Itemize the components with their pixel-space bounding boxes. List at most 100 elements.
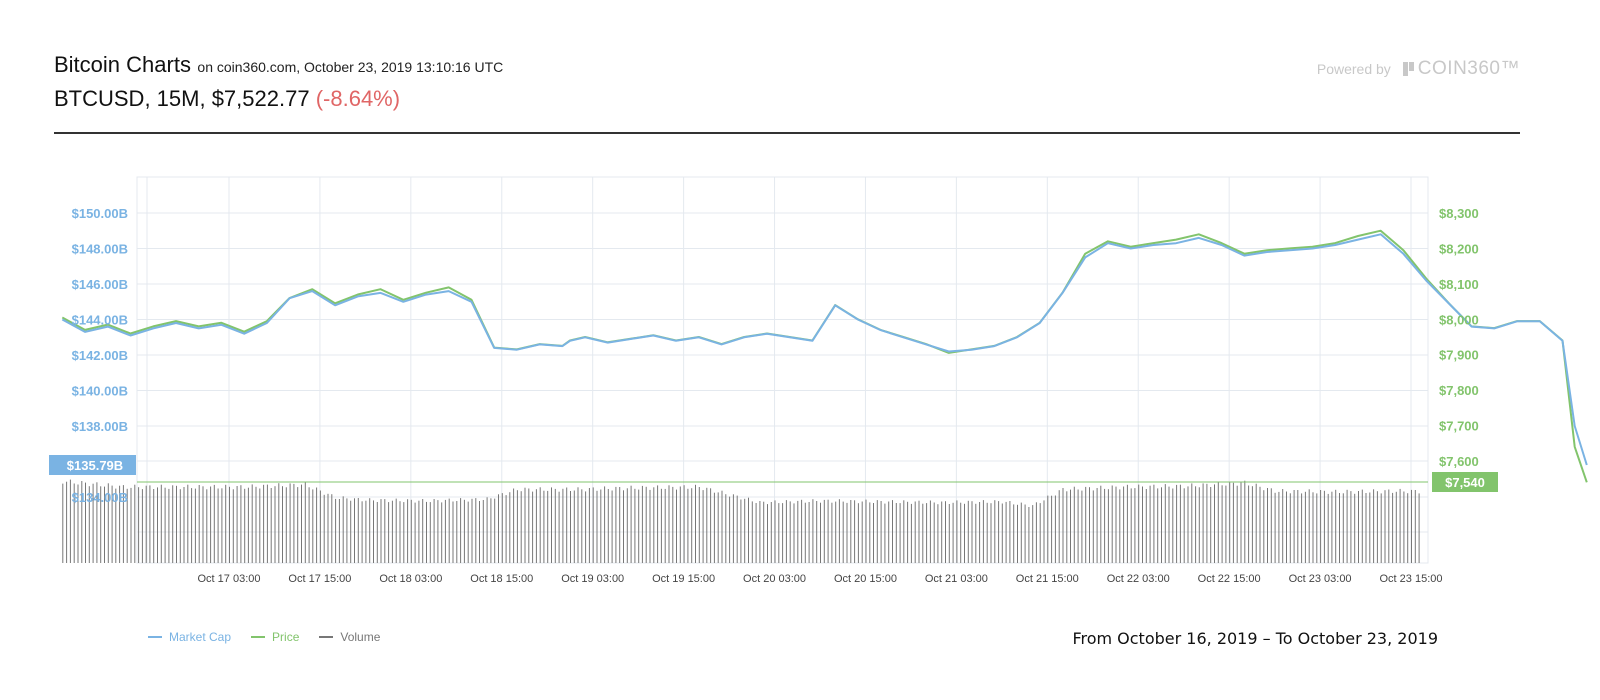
volume-bar — [149, 485, 151, 563]
volume-bar — [804, 502, 806, 563]
volume-bar — [759, 501, 761, 563]
volume-bar — [354, 498, 355, 563]
volume-bar — [952, 502, 954, 563]
left-axis-tick-label: $146.00B — [72, 277, 128, 292]
volume-bar — [240, 485, 242, 563]
volume-bar — [316, 487, 318, 563]
volume-bar — [395, 498, 397, 563]
volume-bar — [1206, 483, 1208, 563]
volume-bar — [770, 502, 772, 563]
legend-item-market-cap[interactable]: Market Cap — [148, 630, 231, 644]
volume-bar — [831, 502, 833, 563]
volume-bar — [1316, 493, 1318, 563]
legend-label-market-cap: Market Cap — [169, 630, 232, 644]
left-axis-tick-label: $150.00B — [72, 206, 128, 221]
volume-bar — [1085, 486, 1087, 563]
volume-bar — [1062, 488, 1064, 563]
volume-bar — [857, 503, 859, 563]
powered-by[interactable]: Powered by COIN360™ — [1317, 58, 1520, 80]
current-market-cap-badge — [49, 455, 136, 475]
left-axis-tick-label: $142.00B — [72, 348, 128, 363]
volume-bar — [1187, 486, 1189, 563]
volume-bar — [1005, 501, 1007, 563]
x-tick-label: Oct 22 03:00 — [1107, 573, 1170, 585]
volume-bar — [505, 495, 507, 563]
volume-bar — [551, 487, 552, 563]
volume-bar — [1145, 489, 1147, 563]
volume-bar — [168, 488, 170, 563]
x-tick-label: Oct 20 15:00 — [834, 573, 897, 585]
volume-bar — [630, 485, 632, 563]
volume-bar — [1051, 495, 1053, 563]
volume-bar — [1411, 489, 1412, 563]
volume-bar — [971, 501, 973, 563]
volume-bar — [251, 484, 253, 563]
x-tick-label: Oct 17 03:00 — [198, 573, 261, 585]
volume-bar — [225, 484, 227, 563]
volume-bar — [1327, 493, 1329, 563]
current-price-badge — [1432, 472, 1498, 492]
brand-logo[interactable]: COIN360™ — [1402, 58, 1520, 80]
volume-bar — [827, 499, 829, 563]
volume-bar — [342, 496, 344, 563]
volume-bar — [1225, 485, 1227, 563]
volume-bar — [910, 503, 912, 563]
volume-bar — [1032, 505, 1034, 563]
volume-bar — [1020, 502, 1022, 563]
volume-bar — [945, 501, 946, 563]
volume-bar — [1267, 488, 1268, 563]
legend-item-volume[interactable]: Volume — [319, 630, 380, 644]
volume-bar — [388, 502, 390, 563]
volume-bar — [1392, 492, 1394, 563]
volume-bar — [1070, 489, 1071, 563]
volume-bar — [1047, 495, 1049, 563]
legend-swatch-volume — [319, 636, 334, 638]
x-tick-label: Oct 23 03:00 — [1289, 573, 1352, 585]
volume-bar — [1373, 489, 1375, 563]
market-cap-line — [61, 233, 1588, 466]
volume-bar — [581, 489, 583, 563]
legend-item-price[interactable]: Price — [251, 630, 299, 644]
volume-bar — [990, 503, 992, 563]
volume-bar — [301, 484, 302, 563]
volume-bar — [888, 501, 890, 563]
volume-bar — [498, 494, 499, 563]
volume-bar — [1274, 492, 1276, 563]
volume-bar — [172, 485, 174, 563]
volume-bar — [532, 491, 534, 563]
volume-bar — [710, 488, 712, 563]
volume-bar — [153, 489, 155, 563]
volume-bar — [725, 494, 727, 563]
volume-bar — [1354, 493, 1356, 563]
volume-bar — [937, 504, 939, 563]
volume-bar — [1418, 493, 1420, 563]
volume-bar — [323, 494, 325, 563]
volume-bar — [100, 486, 102, 563]
volume-bar — [73, 483, 75, 563]
left-axis-tick-label: $144.00B — [72, 313, 128, 328]
volume-bar — [664, 488, 666, 563]
volume-bar — [145, 485, 147, 563]
x-tick-label: Oct 17 15:00 — [288, 573, 351, 585]
volume-bar — [138, 487, 140, 563]
volume-bar — [448, 498, 450, 563]
volume-bar — [1111, 485, 1113, 563]
volume-bar — [66, 481, 68, 563]
chart-header: Bitcoin Charts on coin360.com, October 2… — [54, 52, 1520, 134]
chart-subtitle: on coin360.com, October 23, 2019 13:10:1… — [197, 59, 504, 75]
volume-bar — [266, 484, 268, 563]
right-axis-tick-label: $7,800 — [1439, 383, 1479, 398]
volume-bar — [335, 498, 337, 563]
volume-bar — [683, 485, 685, 563]
volume-bar — [1013, 504, 1015, 563]
volume-bar — [1179, 484, 1181, 563]
title-line: Bitcoin Charts on coin360.com, October 2… — [54, 52, 503, 78]
volume-bar — [69, 479, 71, 563]
date-range: From October 16, 2019 – To October 23, 2… — [1072, 629, 1438, 648]
volume-bar — [884, 503, 886, 563]
volume-bar — [842, 501, 844, 563]
volume-bar — [111, 485, 113, 563]
volume-bar — [274, 486, 276, 563]
volume-bar — [1293, 490, 1295, 563]
volume-bar — [1157, 488, 1159, 563]
